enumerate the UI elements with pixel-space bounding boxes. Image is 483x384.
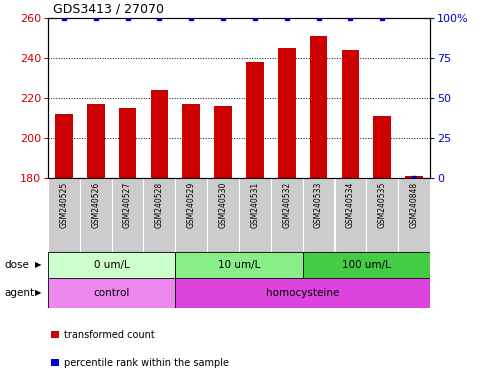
Bar: [175, 252, 303, 278]
Text: 10 um/L: 10 um/L: [218, 260, 260, 270]
Bar: [278, 48, 296, 178]
Text: 100 um/L: 100 um/L: [342, 260, 391, 270]
Bar: [143, 178, 175, 252]
Bar: [335, 178, 366, 252]
Bar: [175, 178, 207, 252]
Text: GSM240530: GSM240530: [219, 182, 227, 228]
Bar: [214, 106, 232, 178]
Bar: [112, 178, 143, 252]
Bar: [366, 178, 398, 252]
Bar: [303, 178, 335, 252]
Text: GDS3413 / 27070: GDS3413 / 27070: [53, 3, 164, 16]
Bar: [183, 104, 200, 178]
Text: GSM240528: GSM240528: [155, 182, 164, 228]
Text: agent: agent: [5, 288, 35, 298]
Bar: [271, 178, 303, 252]
Text: transformed count: transformed count: [64, 329, 155, 339]
Text: GSM240848: GSM240848: [410, 182, 419, 228]
Text: GSM240532: GSM240532: [282, 182, 291, 228]
Bar: [303, 252, 430, 278]
Bar: [405, 176, 423, 178]
Bar: [175, 278, 430, 308]
Text: ▶: ▶: [35, 260, 42, 270]
Bar: [341, 50, 359, 178]
Bar: [246, 62, 264, 178]
Bar: [55, 114, 72, 178]
Bar: [80, 178, 112, 252]
Bar: [119, 108, 136, 178]
Text: ▶: ▶: [35, 288, 42, 298]
Bar: [151, 90, 168, 178]
Bar: [87, 104, 104, 178]
Text: 0 um/L: 0 um/L: [94, 260, 129, 270]
Text: homocysteine: homocysteine: [266, 288, 340, 298]
Bar: [207, 178, 239, 252]
Text: dose: dose: [5, 260, 30, 270]
Text: GSM240526: GSM240526: [91, 182, 100, 228]
Text: GSM240533: GSM240533: [314, 182, 323, 228]
Bar: [310, 36, 327, 178]
Text: GSM240531: GSM240531: [250, 182, 259, 228]
Bar: [48, 252, 175, 278]
Text: GSM240525: GSM240525: [59, 182, 69, 228]
Bar: [239, 178, 271, 252]
Bar: [373, 116, 391, 178]
Bar: [398, 178, 430, 252]
Bar: [48, 178, 80, 252]
Text: control: control: [94, 288, 130, 298]
Text: percentile rank within the sample: percentile rank within the sample: [64, 358, 229, 368]
Text: GSM240529: GSM240529: [187, 182, 196, 228]
Text: GSM240527: GSM240527: [123, 182, 132, 228]
Text: GSM240534: GSM240534: [346, 182, 355, 228]
Bar: [48, 278, 175, 308]
Text: GSM240535: GSM240535: [378, 182, 387, 228]
